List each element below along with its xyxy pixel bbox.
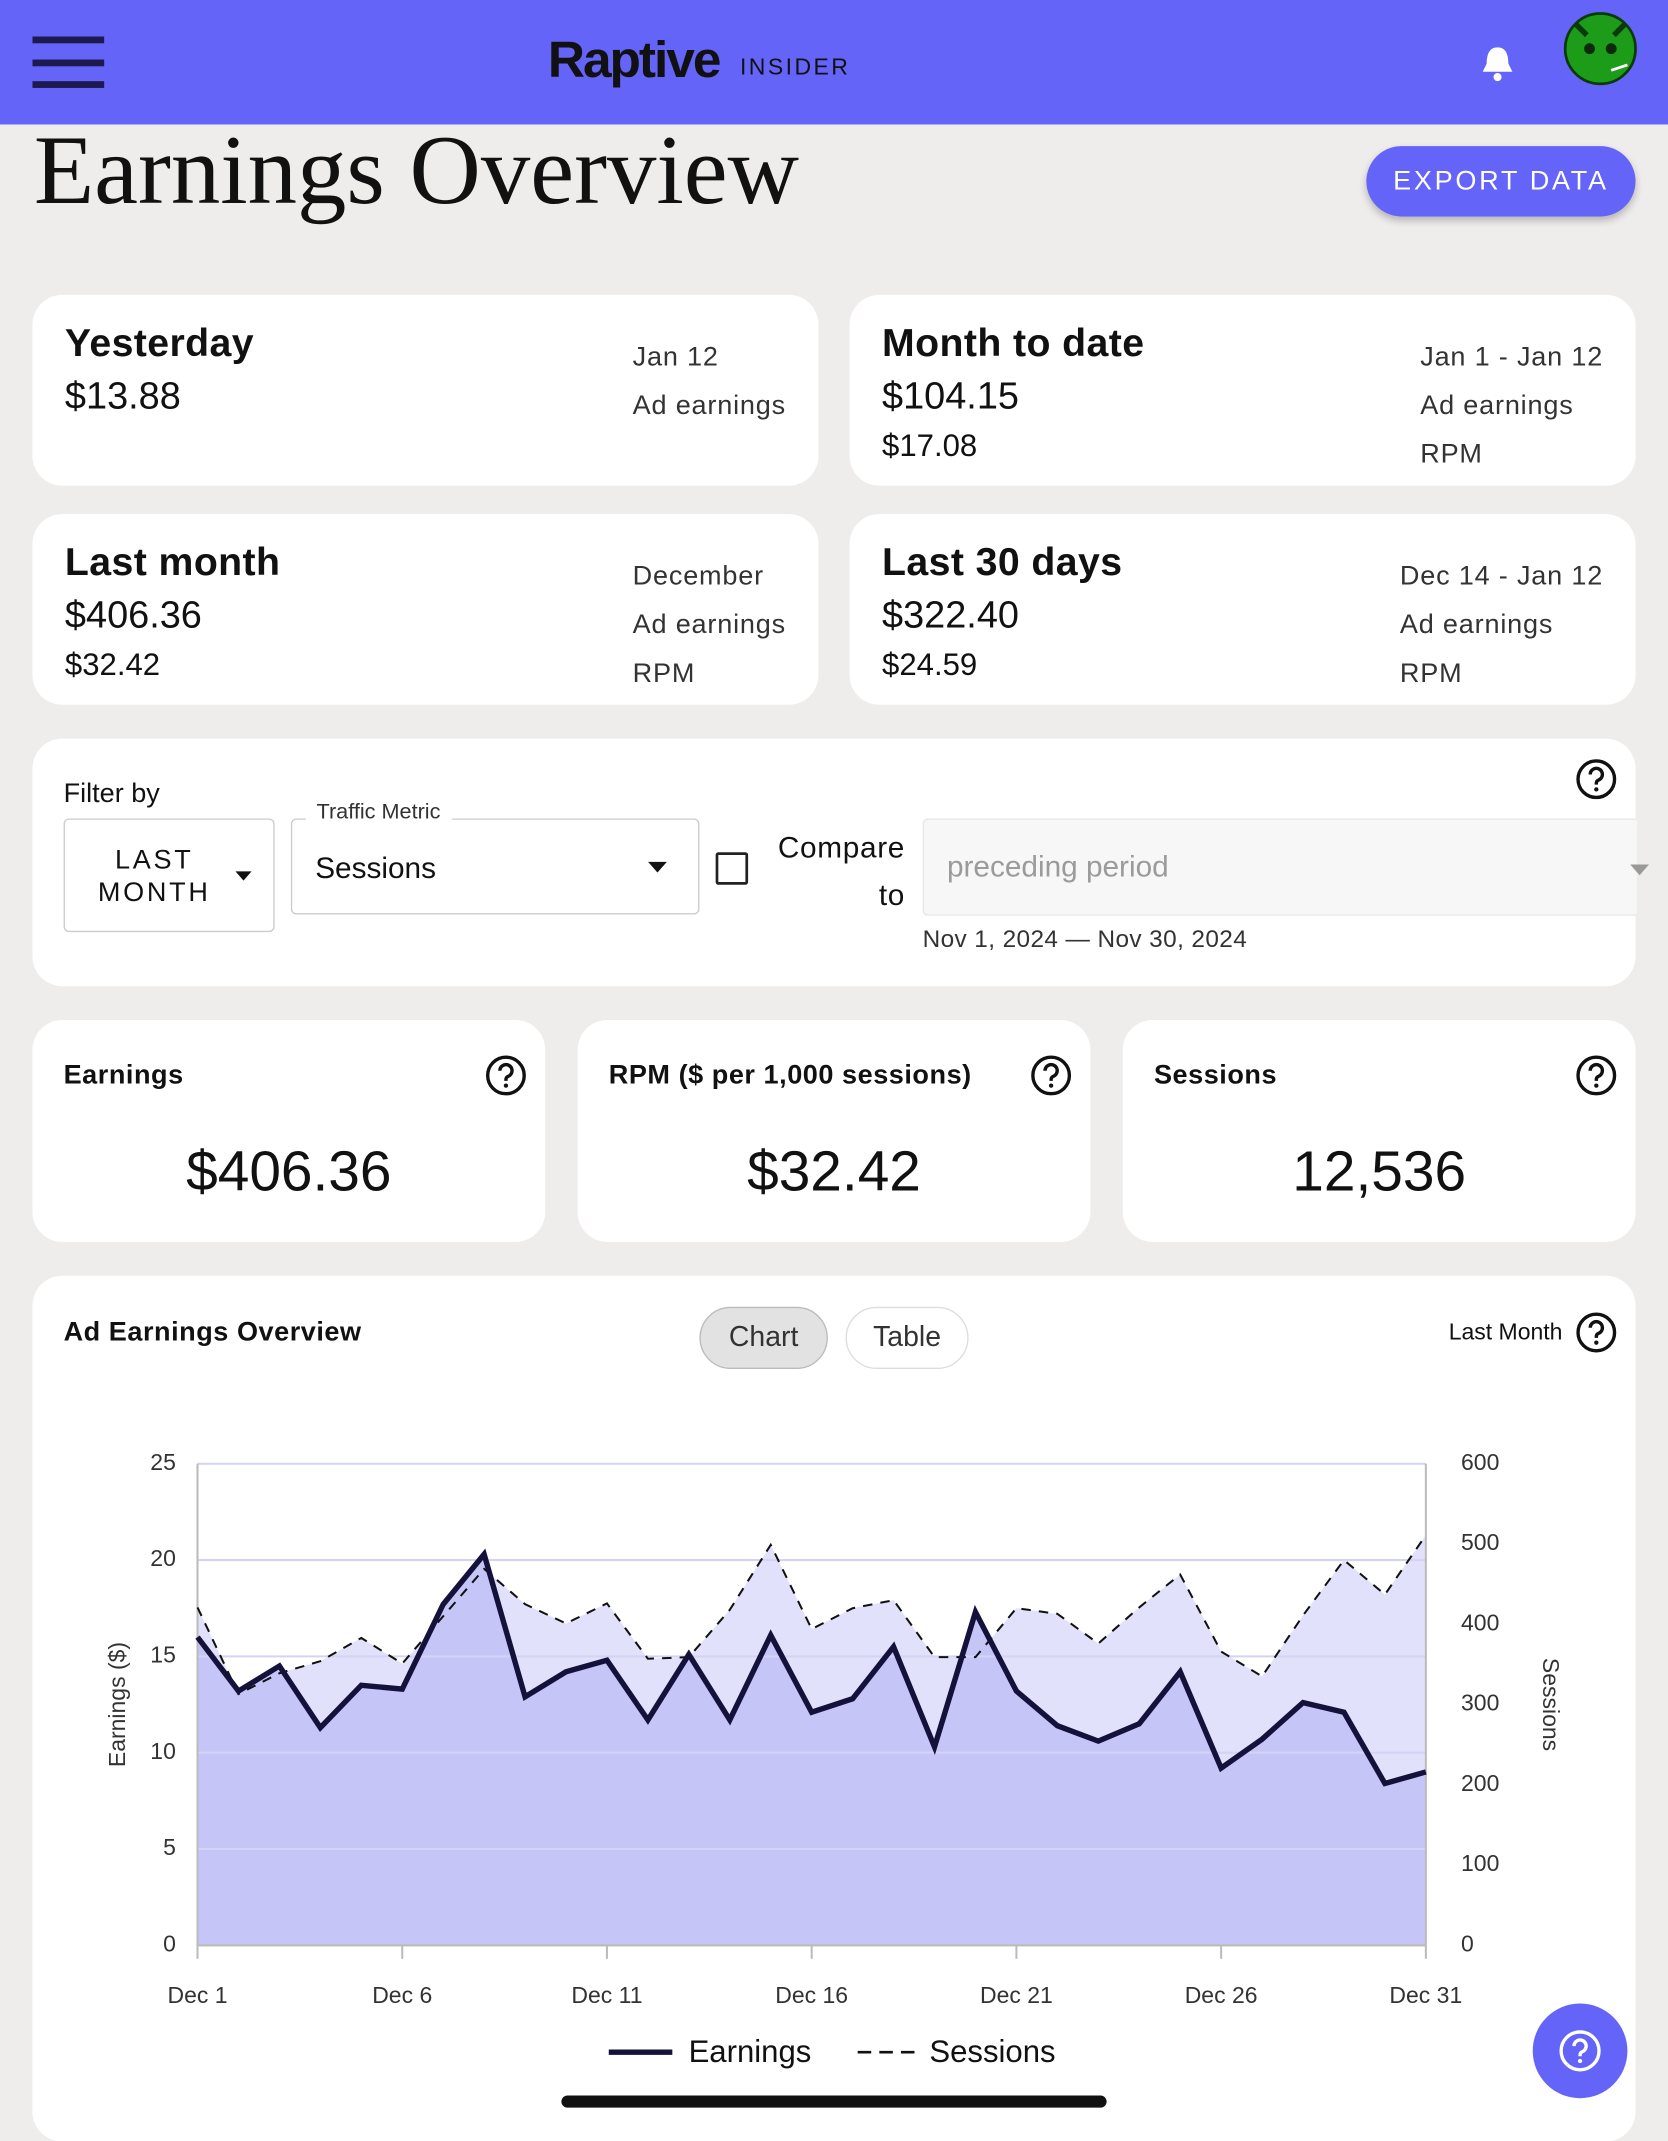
chart-title: Ad Earnings Overview — [63, 1317, 362, 1348]
card-rpm-label: RPM — [1420, 439, 1483, 470]
y-tick-label: 0 — [163, 1930, 176, 1956]
menu-button[interactable] — [32, 35, 105, 89]
y-tick-label: 20 — [150, 1545, 176, 1571]
chart-period: Last Month — [1448, 1318, 1563, 1345]
x-tick-label: Dec 11 — [571, 1982, 642, 2008]
range-value: LAST MONTH — [97, 845, 211, 908]
x-tick-label: Dec 31 — [1389, 1982, 1462, 2008]
help-icon[interactable] — [1575, 1054, 1618, 1097]
card-period: Jan 1 - Jan 12 — [1420, 342, 1604, 373]
home-indicator — [561, 2095, 1107, 2108]
page-title: Earnings Overview — [33, 114, 799, 225]
metric-value: Sessions — [315, 850, 436, 885]
legend-label: Earnings — [689, 2034, 812, 2069]
card-details: Jan 1 - Jan 12 Ad earnings RPM — [1420, 333, 1603, 479]
notifications-button[interactable] — [1480, 45, 1515, 83]
compare-placeholder: preceding period — [946, 849, 1169, 884]
metric-value: $406.36 — [186, 1139, 392, 1203]
y2-axis-label: Sessions — [1538, 1658, 1564, 1751]
metric-card: Earnings $406.36 — [32, 1020, 546, 1242]
chart-tab[interactable]: Chart — [699, 1306, 828, 1370]
card-rpm: $24.59 — [882, 646, 978, 682]
help-icon[interactable] — [484, 1054, 527, 1097]
card-details: Jan 12 Ad earnings — [633, 333, 786, 430]
metric-card: RPM ($ per 1,000 sessions) $32.42 — [577, 1020, 1091, 1242]
y2-tick-label: 100 — [1461, 1850, 1499, 1876]
summary-card: Last 30 days $322.40 $24.59 Dec 14 - Jan 12… — [849, 514, 1636, 705]
metric-value: 12,536 — [1292, 1139, 1467, 1203]
metric-value: $32.42 — [747, 1139, 921, 1203]
x-tick-label: Dec 26 — [1185, 1982, 1258, 2008]
card-details: Dec 14 - Jan 12 Ad earnings RPM — [1400, 552, 1603, 698]
card-title: Yesterday — [64, 321, 254, 366]
metric-label: Earnings — [63, 1060, 184, 1091]
legend-label: Sessions — [929, 2034, 1055, 2069]
x-tick-label: Dec 1 — [167, 1982, 227, 2008]
y2-tick-label: 600 — [1461, 1449, 1499, 1475]
y2-tick-label: 400 — [1461, 1609, 1499, 1635]
compare-label: Compare to — [777, 830, 906, 912]
table-tab[interactable]: Table — [845, 1306, 969, 1370]
card-period: Dec 14 - Jan 12 — [1399, 561, 1604, 592]
y-tick-label: 10 — [150, 1738, 176, 1764]
card-earnings-label: Ad earnings — [1420, 390, 1574, 421]
help-icon[interactable] — [1029, 1054, 1072, 1097]
card-title: Last 30 days — [882, 541, 1123, 585]
metric-card: Sessions 12,536 — [1122, 1020, 1636, 1242]
metric-select[interactable]: Traffic Metric Sessions — [290, 800, 700, 915]
x-tick-label: Dec 6 — [372, 1982, 432, 2008]
y2-tick-label: 200 — [1461, 1770, 1499, 1796]
metric-label: Traffic Metric — [305, 800, 452, 826]
series-line — [195, 1548, 1427, 1787]
logo[interactable]: Raptive — [547, 32, 722, 90]
summary-card: Last month $406.36 $32.42 December Ad earnin… — [32, 514, 819, 705]
y2-tick-label: 500 — [1461, 1529, 1499, 1555]
app-header: Raptive INSIDER — [0, 0, 1668, 125]
y-tick-label: 25 — [150, 1449, 176, 1475]
compare-checkbox[interactable] — [715, 852, 749, 885]
card-earnings: $13.88 — [64, 374, 181, 417]
x-tick-label: Dec 16 — [775, 1982, 848, 2008]
summary-card: Yesterday $13.88 Jan 12 Ad earnings — [32, 294, 819, 486]
card-period: Jan 12 — [632, 342, 719, 373]
help-icon[interactable] — [1575, 1311, 1618, 1354]
card-title: Month to date — [882, 321, 1145, 366]
filter-label: Filter by — [63, 779, 160, 809]
compare-dates: Nov 1, 2024 — Nov 30, 2024 — [922, 925, 1248, 953]
card-rpm-label: RPM — [632, 658, 696, 689]
y-tick-label: 15 — [150, 1641, 176, 1667]
metric-label: RPM ($ per 1,000 sessions) — [608, 1060, 972, 1091]
export-button[interactable]: EXPORT DATA — [1366, 146, 1636, 217]
x-tick-label: Dec 21 — [980, 1982, 1053, 2008]
avatar[interactable] — [1562, 11, 1638, 87]
card-details: December Ad earnings RPM — [633, 552, 786, 698]
card-earnings: $322.40 — [882, 593, 1019, 636]
card-earnings-label: Ad earnings — [632, 610, 786, 640]
card-rpm-label: RPM — [1399, 658, 1463, 689]
metric-label: Sessions — [1153, 1060, 1278, 1091]
filter-card: Filter by LAST MONTH Traffic Metric Sess… — [32, 738, 1650, 987]
range-select[interactable]: LAST MONTH — [63, 818, 275, 933]
card-title: Last month — [64, 541, 281, 585]
card-earnings: $104.15 — [882, 374, 1019, 417]
area-fill — [197, 1554, 1426, 1946]
card-rpm: $32.42 — [64, 646, 161, 682]
summary-card: Month to date $104.15 $17.08 Jan 1 - Jan 12… — [849, 294, 1636, 486]
y2-tick-label: 300 — [1461, 1690, 1499, 1716]
help-fab[interactable] — [1531, 2002, 1628, 2099]
y2-tick-label: 0 — [1461, 1930, 1474, 1956]
card-earnings-label: Ad earnings — [632, 390, 786, 421]
logo-tagline: INSIDER — [739, 54, 851, 80]
y-tick-label: 5 — [163, 1834, 176, 1860]
card-earnings: $406.36 — [64, 593, 202, 636]
help-icon[interactable] — [1575, 758, 1618, 801]
card-rpm: $17.08 — [882, 427, 978, 463]
y-axis-label: Earnings ($) — [104, 1642, 130, 1767]
card-period: December — [632, 561, 764, 592]
compare-select[interactable]: preceding period — [922, 818, 1650, 916]
card-earnings-label: Ad earnings — [1399, 610, 1554, 640]
